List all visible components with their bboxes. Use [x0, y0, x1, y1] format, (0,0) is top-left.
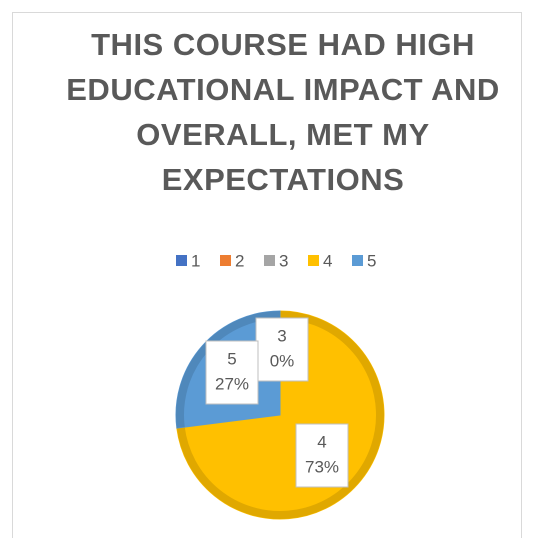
legend-label: 2: [235, 251, 244, 270]
data-label-category: 3: [277, 326, 286, 345]
chart-frame: [12, 12, 522, 538]
data-label-category: 5: [227, 349, 236, 368]
data-label-box: [205, 340, 259, 405]
legend-label: 3: [279, 251, 288, 270]
data-label-box: [295, 423, 349, 488]
pie-slice-rim: [176, 311, 384, 519]
legend-swatch: [264, 255, 275, 266]
legend-swatch: [220, 255, 231, 266]
data-label-value: 73%: [305, 457, 339, 476]
data-label-category: 4: [317, 432, 326, 451]
data-label-value: 27%: [215, 374, 249, 393]
data-label-value: 0%: [270, 351, 295, 370]
legend-swatch: [308, 255, 319, 266]
legend-label: 4: [323, 251, 332, 270]
legend-swatch: [352, 255, 363, 266]
legend-label: 5: [367, 251, 376, 270]
legend-label: 1: [191, 251, 200, 270]
legend-swatch: [176, 255, 187, 266]
chart-title: THIS COURSE HAD HIGH EDUCATIONAL IMPACT …: [66, 27, 500, 197]
